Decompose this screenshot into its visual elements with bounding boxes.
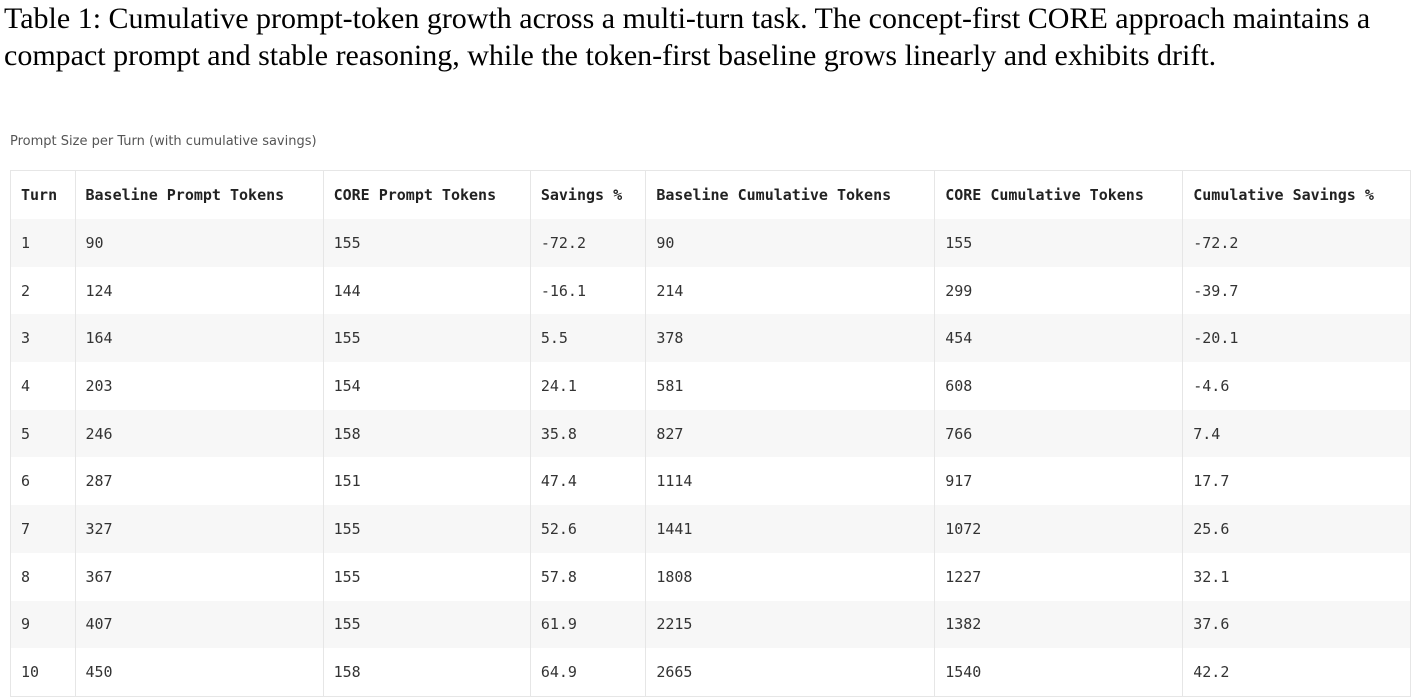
table-cell: 367: [75, 552, 324, 601]
table-cell: 608: [934, 362, 1184, 410]
table-cell: 155: [323, 552, 531, 601]
table-cell: 827: [645, 409, 936, 458]
header-row: Turn Baseline Prompt Tokens CORE Prompt To…: [10, 170, 1411, 219]
table-cell: 1808: [645, 552, 936, 601]
table-cell: 155: [934, 219, 1184, 267]
table-cell: -16.1: [530, 266, 647, 315]
table-cell: 155: [323, 505, 531, 553]
table-cell: 3: [10, 314, 76, 363]
table-cell: 1227: [934, 552, 1184, 601]
table-cell: 155: [323, 219, 531, 267]
table-row: 8 367 155 57.8 1808 1227 32.1: [10, 552, 1411, 601]
table-cell: 52.6: [530, 505, 647, 553]
table-row: 7 327 155 52.6 1441 1072 25.6: [10, 505, 1411, 553]
column-header: Baseline Prompt Tokens: [75, 170, 324, 219]
table-cell: 8: [10, 552, 76, 601]
column-header: Baseline Cumulative Tokens: [645, 170, 936, 219]
table-row: 2 124 144 -16.1 214 299 -39.7: [10, 266, 1411, 315]
table-cell: 90: [75, 219, 324, 267]
table-cell: -4.6: [1182, 362, 1411, 410]
table-cell: 5: [10, 409, 76, 458]
data-table: Turn Baseline Prompt Tokens CORE Prompt To…: [10, 170, 1411, 697]
table-cell: -72.2: [1182, 219, 1411, 267]
table-cell: 25.6: [1182, 505, 1411, 553]
table-subtitle: Prompt Size per Turn (with cumulative sa…: [10, 134, 317, 149]
table-cell: 917: [934, 457, 1184, 506]
table-cell: 327: [75, 505, 324, 553]
table-cell: 378: [645, 314, 936, 363]
table-row: 5 246 158 35.8 827 766 7.4: [10, 409, 1411, 458]
table-cell: 454: [934, 314, 1184, 363]
table-cell: 158: [323, 409, 531, 458]
table-cell: 7: [10, 505, 76, 553]
table-cell: 144: [323, 266, 531, 315]
table-cell: 61.9: [530, 600, 647, 649]
table-cell: 5.5: [530, 314, 647, 363]
table-row: 6 287 151 47.4 1114 917 17.7: [10, 457, 1411, 506]
table-cell: 164: [75, 314, 324, 363]
table-cell: -39.7: [1182, 266, 1411, 315]
table-cell: 64.9: [530, 648, 647, 697]
table-cell: 158: [323, 648, 531, 697]
table-cell: 1441: [645, 505, 936, 553]
table-cell: 203: [75, 362, 324, 410]
table-cell: 24.1: [530, 362, 647, 410]
column-header: Turn: [10, 170, 76, 219]
table-cell: 766: [934, 409, 1184, 458]
table-cell: 155: [323, 600, 531, 649]
table-cell: 47.4: [530, 457, 647, 506]
table-cell: 1540: [934, 648, 1184, 697]
table-cell: 299: [934, 266, 1184, 315]
table-cell: 2215: [645, 600, 936, 649]
table-cell: 32.1: [1182, 552, 1411, 601]
table-cell: 124: [75, 266, 324, 315]
column-header: Cumulative Savings %: [1182, 170, 1411, 219]
table-cell: -20.1: [1182, 314, 1411, 363]
table-row: 3 164 155 5.5 378 454 -20.1: [10, 314, 1411, 363]
column-header: CORE Prompt Tokens: [323, 170, 531, 219]
table-row: 4 203 154 24.1 581 608 -4.6: [10, 362, 1411, 410]
column-header: Savings %: [530, 170, 647, 219]
table-cell: 407: [75, 600, 324, 649]
table-cell: 42.2: [1182, 648, 1411, 697]
table-cell: 2665: [645, 648, 936, 697]
table-cell: 4: [10, 362, 76, 410]
caption: Table 1: Cumulative prompt-token growth …: [4, 2, 1371, 72]
table-cell: 7.4: [1182, 409, 1411, 458]
table-cell: 1: [10, 219, 76, 267]
table-cell: 10: [10, 648, 76, 697]
table-row: 9 407 155 61.9 2215 1382 37.6: [10, 600, 1411, 649]
column-header: CORE Cumulative Tokens: [934, 170, 1184, 219]
table-cell: 450: [75, 648, 324, 697]
table-body: 1 90 155 -72.2 90 155 -72.2 2 124 144 -16.1 214 299-…: [10, 219, 1411, 697]
table-cell: 154: [323, 362, 531, 410]
table-cell: 17.7: [1182, 457, 1411, 506]
table-cell: 57.8: [530, 552, 647, 601]
table-cell: 6: [10, 457, 76, 506]
table-cell: 35.8: [530, 409, 647, 458]
table-cell: 1114: [645, 457, 936, 506]
table-cell: 90: [645, 219, 936, 267]
table-cell: -72.2: [530, 219, 647, 267]
table-cell: 37.6: [1182, 600, 1411, 649]
table-cell: 246: [75, 409, 324, 458]
table-row: 1 90 155 -72.2 90 155 -72.2: [10, 219, 1411, 267]
table-cell: 1382: [934, 600, 1184, 649]
table-cell: 9: [10, 600, 76, 649]
table-cell: 155: [323, 314, 531, 363]
table-cell: 287: [75, 457, 324, 506]
table-cell: 214: [645, 266, 936, 315]
table-cell: 581: [645, 362, 936, 410]
table-cell: 2: [10, 266, 76, 315]
table-cell: 151: [323, 457, 531, 506]
table-row: 10 450 158 64.9 2665 1540 42.2: [10, 648, 1411, 697]
table-cell: 1072: [934, 505, 1184, 553]
